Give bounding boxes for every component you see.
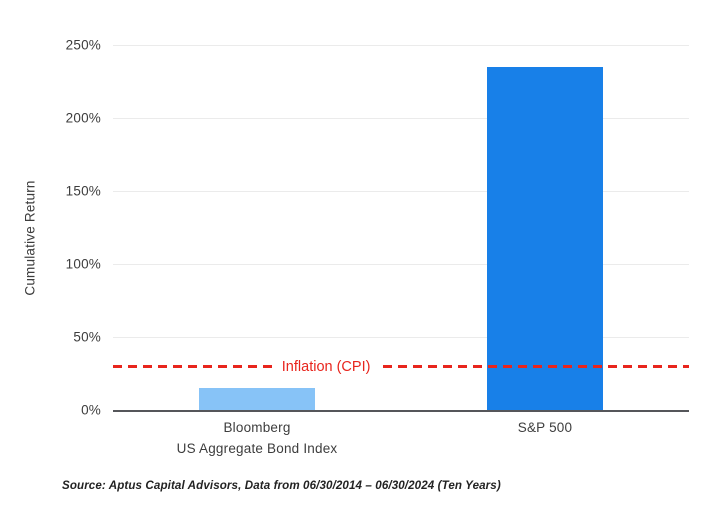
y-tick-label: 250%	[65, 37, 101, 53]
gridline	[113, 45, 689, 46]
gridline	[113, 118, 689, 119]
y-tick-label: 200%	[65, 110, 101, 126]
y-tick-label: 50%	[73, 329, 101, 345]
gridline	[113, 337, 689, 338]
source-note: Source: Aptus Capital Advisors, Data fro…	[62, 479, 501, 492]
inflation-reference-line: Inflation (CPI)	[113, 358, 689, 375]
x-tick-label-s-p-500: S&P 500	[517, 420, 573, 435]
bar-bloomberg-us-aggregate-bond-index	[199, 388, 315, 410]
y-tick-label: 150%	[65, 183, 101, 199]
y-tick-label: 100%	[65, 256, 101, 272]
gridline	[113, 191, 689, 192]
inflation-label: Inflation (CPI)	[272, 358, 380, 375]
x-tick-label-bloomberg-us-aggregate-bond-index: Bloomberg US Aggregate Bond Index	[176, 420, 338, 456]
bar-s-p-500	[487, 66, 603, 410]
y-tick-label: 0%	[81, 402, 101, 418]
plot-area	[113, 20, 689, 412]
gridline	[113, 264, 689, 265]
